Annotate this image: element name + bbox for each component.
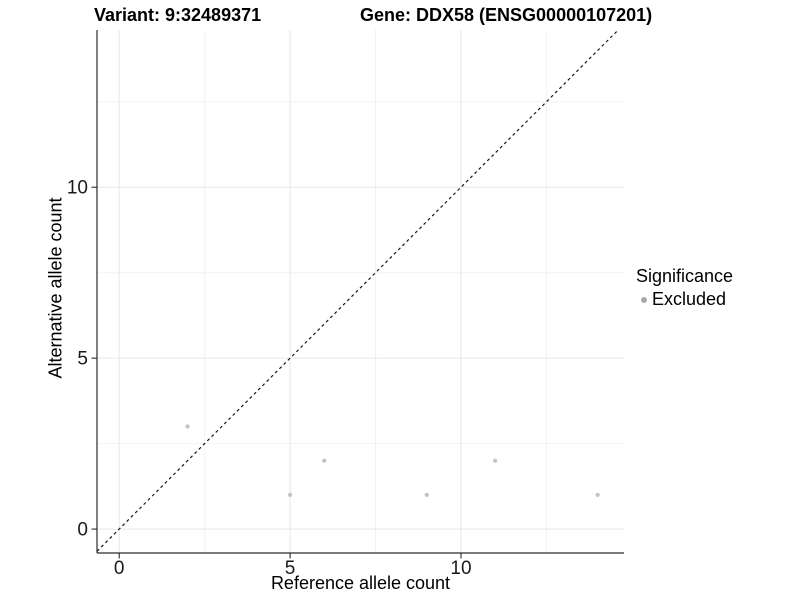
legend: Significance Excluded <box>636 266 733 310</box>
data-point <box>185 424 190 429</box>
data-point <box>287 492 293 497</box>
data-point <box>322 458 327 463</box>
legend-title: Significance <box>636 266 734 286</box>
x-tick-label: 0 <box>114 558 125 579</box>
plot-title-gene: Gene: DDX58 (ENSG00000107201) <box>360 5 653 25</box>
legend-item-excluded: Excluded <box>636 289 733 310</box>
y-tick-label: 0 <box>77 520 88 541</box>
y-axis-label: Alternative allele count <box>45 197 66 379</box>
data-point <box>595 492 600 497</box>
x-tick-label: 10 <box>450 558 471 579</box>
data-point <box>424 492 429 497</box>
legend-item-label: Excluded <box>652 289 727 309</box>
data-point <box>493 458 498 463</box>
identity-line <box>96 29 619 552</box>
y-tick-label: 5 <box>77 349 88 370</box>
x-axis-label: Reference allele count <box>270 573 451 593</box>
x-tick-label: 5 <box>285 558 296 579</box>
excluded-point-swatch <box>641 296 647 303</box>
y-tick-label: 10 <box>67 178 88 199</box>
plot-title-variant: Variant: 9:32489371 <box>94 5 262 25</box>
